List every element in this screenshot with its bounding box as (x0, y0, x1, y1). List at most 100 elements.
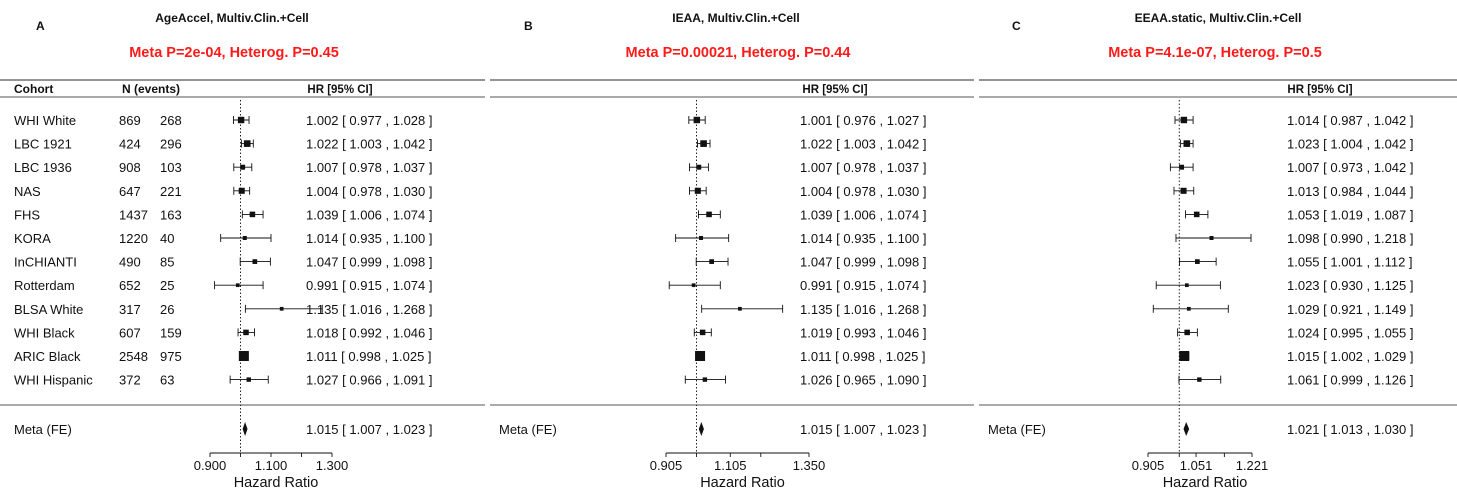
hr-point (691, 283, 696, 288)
hr-point (279, 306, 284, 311)
hr-ci-label: 1.004 [ 0.978 , 1.030 ] (306, 184, 433, 199)
cohort-n: 2548 (119, 349, 148, 364)
hr-ci-label: 1.014 [ 0.987 , 1.042 ] (1287, 113, 1414, 128)
hr-point (238, 187, 245, 194)
x-tick-label: 1.051 (1180, 458, 1213, 473)
hr-ci-label: 1.014 [ 0.935 , 1.100 ] (306, 231, 433, 246)
hr-point (1180, 187, 1187, 194)
cohort-n: 647 (119, 184, 141, 199)
cohort-events: 296 (160, 137, 182, 152)
hr-point (699, 329, 706, 336)
hr-point (700, 140, 707, 147)
hr-point (695, 351, 706, 361)
hr-ci-label: 1.023 [ 1.004 , 1.042 ] (1287, 137, 1414, 152)
hr-point (242, 235, 247, 241)
hr-ci-label: 1.135 [ 1.016 , 1.268 ] (800, 302, 927, 317)
panel-title: EEAA.static, Multiv.Clin.+Cell (1135, 11, 1302, 25)
cohort-name: KORA (14, 231, 51, 246)
hr-ci-label: 1.053 [ 1.019 , 1.087 ] (1287, 207, 1414, 222)
hr-ci-label: 1.039 [ 1.006 , 1.074 ] (306, 207, 433, 222)
meta-diamond (698, 422, 704, 436)
hr-ci-label: 1.013 [ 0.984 , 1.044 ] (1287, 184, 1414, 199)
cohort-name: InCHIANTI (14, 255, 77, 270)
cohort-events: 103 (160, 160, 182, 175)
cohort-events: 63 (160, 373, 174, 388)
meta-label: Meta (FE) (499, 422, 557, 437)
cohort-n: 652 (119, 278, 141, 293)
cohort-name: BLSA White (14, 302, 83, 317)
hr-point (238, 351, 249, 361)
hr-point (699, 235, 704, 241)
panel-letter: C (1012, 19, 1021, 33)
x-axis-title: Hazard Ratio (234, 475, 319, 491)
meta-hr-ci-label: 1.021 [ 1.013 , 1.030 ] (1287, 422, 1414, 437)
hr-ci-label: 1.018 [ 0.992 , 1.046 ] (306, 325, 433, 340)
hr-point (246, 377, 251, 382)
hr-ci-header: HR [95% CI] (1287, 84, 1352, 96)
hr-ci-label: 1.022 [ 1.003 , 1.042 ] (306, 137, 433, 152)
hr-ci-label: 1.026 [ 0.965 , 1.090 ] (800, 373, 927, 388)
hr-point (709, 259, 714, 264)
x-tick-label: 0.905 (1132, 458, 1165, 473)
hr-ci-label: 1.047 [ 0.999 , 1.098 ] (800, 255, 927, 270)
cohort-events: 40 (160, 231, 174, 246)
panel-title: IEAA, Multiv.Clin.+Cell (672, 11, 799, 25)
x-axis-title: Hazard Ratio (1163, 475, 1248, 491)
hr-point (693, 116, 701, 124)
hr-ci-label: 1.027 [ 0.966 , 1.091 ] (306, 373, 433, 388)
hr-point (235, 283, 240, 288)
hr-point (240, 164, 246, 170)
cohort-name: LBC 1936 (14, 160, 72, 175)
hr-ci-label: 1.061 [ 0.999 , 1.126 ] (1287, 373, 1414, 388)
hr-point (738, 306, 742, 311)
x-tick-label: 1.350 (793, 458, 826, 473)
cohort-name: WHI Black (14, 325, 75, 340)
hr-ci-label: 1.024 [ 0.995 , 1.055 ] (1287, 325, 1414, 340)
hr-point (249, 211, 256, 218)
panel-letter: A (36, 19, 45, 33)
hr-point (243, 140, 251, 147)
cohort-name: WHI Hispanic (14, 373, 93, 388)
hr-ci-label: 1.029 [ 0.921 , 1.149 ] (1287, 302, 1414, 317)
hr-ci-label: 1.039 [ 1.006 , 1.074 ] (800, 207, 927, 222)
hr-ci-label: 1.004 [ 0.978 , 1.030 ] (800, 184, 927, 199)
meta-hr-ci-label: 1.015 [ 1.007 , 1.023 ] (800, 422, 927, 437)
cohort-name: WHI White (14, 113, 76, 128)
hr-point (1184, 283, 1189, 288)
hr-point (237, 116, 245, 124)
cohort-events: 221 (160, 184, 182, 199)
cohort-n: 607 (119, 325, 141, 340)
panel-a: A AgeAccel, Multiv.Clin.+Cell Meta P=2e-04… (0, 11, 485, 491)
x-axis-title: Hazard Ratio (700, 475, 785, 491)
hr-ci-label: 1.019 [ 0.993 , 1.046 ] (800, 325, 927, 340)
cohort-name: LBC 1921 (14, 137, 72, 152)
x-tick-label: 1.300 (316, 458, 349, 473)
hr-ci-label: 1.007 [ 0.973 , 1.042 ] (1287, 160, 1414, 175)
hr-ci-label: 1.007 [ 0.978 , 1.037 ] (800, 160, 927, 175)
cohort-n: 490 (119, 255, 141, 270)
hr-point (696, 164, 702, 170)
x-tick-label: 1.221 (1236, 458, 1269, 473)
hr-point (706, 211, 712, 218)
meta-stats: Meta P=0.00021, Heterog. P=0.44 (626, 45, 851, 61)
hr-ci-label: 1.002 [ 0.977 , 1.028 ] (306, 113, 433, 128)
cohort-name: NAS (14, 184, 41, 199)
hr-ci-label: 1.015 [ 1.002 , 1.029 ] (1287, 349, 1414, 364)
hr-ci-label: 1.001 [ 0.976 , 1.027 ] (800, 113, 927, 128)
panel-title: AgeAccel, Multiv.Clin.+Cell (155, 11, 308, 25)
hr-ci-header: HR [95% CI] (802, 84, 867, 96)
meta-diamond (242, 422, 248, 436)
cohort-name: Rotterdam (14, 278, 75, 293)
meta-diamond (1183, 422, 1190, 436)
cohort-header: Cohort (14, 82, 53, 96)
hr-ci-label: 1.023 [ 0.930 , 1.125 ] (1287, 278, 1414, 293)
cohort-n: 317 (119, 302, 141, 317)
hr-point (1195, 259, 1200, 264)
hr-ci-label: 1.014 [ 0.935 , 1.100 ] (800, 231, 927, 246)
hr-point (1179, 164, 1185, 170)
hr-ci-label: 1.022 [ 1.003 , 1.042 ] (800, 137, 927, 152)
x-tick-label: 1.100 (255, 458, 288, 473)
x-tick-label: 0.900 (194, 458, 227, 473)
x-tick-label: 0.905 (650, 458, 683, 473)
hr-ci-header: HR [95% CI] (307, 84, 372, 96)
